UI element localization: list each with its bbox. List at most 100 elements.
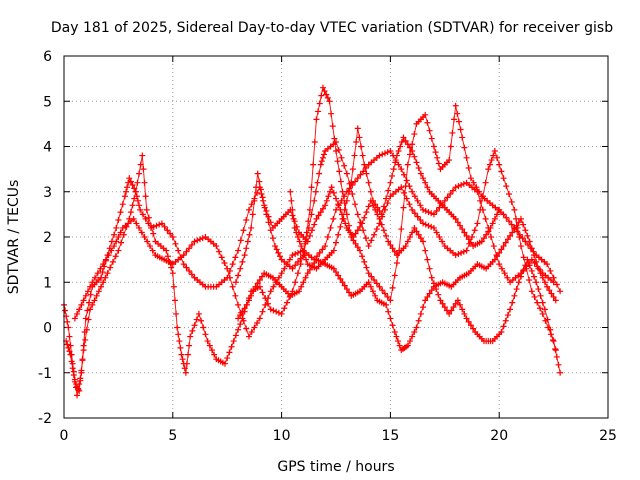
data-point — [100, 261, 107, 268]
data-point — [362, 164, 369, 171]
data-point — [491, 148, 498, 155]
data-point — [413, 159, 420, 166]
data-point — [360, 227, 367, 234]
data-point — [338, 154, 345, 161]
data-point — [455, 118, 462, 125]
data-point — [428, 135, 435, 142]
data-point — [553, 281, 560, 288]
data-point — [502, 317, 509, 324]
data-point — [428, 287, 435, 294]
data-point — [100, 279, 107, 286]
data-point — [82, 315, 89, 322]
data-point — [489, 220, 496, 227]
data-point — [338, 197, 345, 204]
data-point — [376, 215, 383, 222]
data-point — [120, 231, 127, 238]
data-point — [496, 261, 503, 268]
data-point — [400, 134, 407, 141]
data-point — [224, 355, 231, 362]
data-point — [528, 267, 535, 274]
data-point — [435, 160, 442, 167]
data-point — [289, 212, 296, 219]
data-point — [232, 292, 239, 299]
data-point — [387, 297, 394, 304]
data-point — [148, 222, 155, 229]
data-point — [378, 221, 385, 228]
data-point — [82, 336, 89, 343]
data-point — [507, 306, 514, 313]
data-point — [191, 238, 198, 245]
data-point — [228, 343, 235, 350]
data-point — [528, 245, 535, 252]
data-point — [288, 197, 295, 204]
data-point — [112, 253, 119, 260]
data-point — [367, 283, 374, 290]
data-point — [127, 209, 134, 216]
data-point — [82, 292, 89, 299]
data-point — [316, 170, 323, 177]
data-point — [303, 256, 310, 263]
data-point — [300, 279, 307, 286]
data-point — [224, 265, 231, 272]
data-point — [359, 152, 366, 159]
data-point — [356, 247, 363, 254]
data-point — [413, 228, 420, 235]
data-point — [143, 206, 150, 213]
data-point — [352, 240, 359, 247]
data-point — [286, 256, 293, 263]
data-point — [313, 215, 320, 222]
data-point — [237, 265, 244, 272]
data-point — [176, 338, 183, 345]
data-point — [243, 325, 250, 332]
data-point — [422, 179, 429, 186]
data-point — [537, 305, 543, 312]
data-point — [380, 227, 387, 234]
data-point — [240, 317, 247, 324]
data-point — [457, 301, 464, 308]
data-point — [133, 220, 140, 227]
data-point — [183, 248, 190, 255]
data-point — [452, 252, 459, 259]
data-point — [390, 166, 397, 173]
data-point — [245, 206, 252, 213]
data-point — [432, 149, 439, 156]
data-point — [528, 288, 535, 295]
data-point — [243, 301, 250, 308]
data-point — [339, 215, 346, 222]
data-point — [248, 292, 255, 299]
data-point — [415, 231, 422, 238]
y-tick-label: 1 — [43, 275, 52, 291]
data-point — [186, 245, 193, 252]
data-point — [367, 188, 374, 195]
data-point — [441, 304, 448, 311]
data-point — [235, 326, 242, 333]
data-point — [428, 210, 435, 217]
data-point — [550, 293, 557, 300]
data-point — [261, 202, 268, 209]
data-point — [265, 213, 272, 220]
data-point — [395, 338, 402, 345]
data-point — [376, 207, 383, 214]
data-point — [446, 157, 453, 164]
data-point — [139, 211, 146, 218]
data-point — [319, 154, 326, 161]
data-point — [449, 129, 456, 136]
data-point — [341, 193, 348, 200]
data-point — [467, 239, 474, 246]
data-point — [424, 184, 431, 191]
data-point — [409, 333, 416, 340]
data-point — [131, 195, 138, 202]
data-point — [463, 247, 470, 254]
data-point — [318, 158, 325, 165]
data-point — [294, 234, 301, 240]
data-point — [169, 234, 176, 240]
data-point — [417, 170, 424, 177]
data-point — [450, 304, 457, 311]
data-point — [470, 179, 477, 186]
data-point — [436, 204, 443, 211]
data-point — [384, 293, 391, 300]
data-point — [136, 170, 143, 177]
data-point — [455, 250, 462, 257]
data-point — [451, 116, 458, 123]
data-point — [378, 211, 385, 218]
